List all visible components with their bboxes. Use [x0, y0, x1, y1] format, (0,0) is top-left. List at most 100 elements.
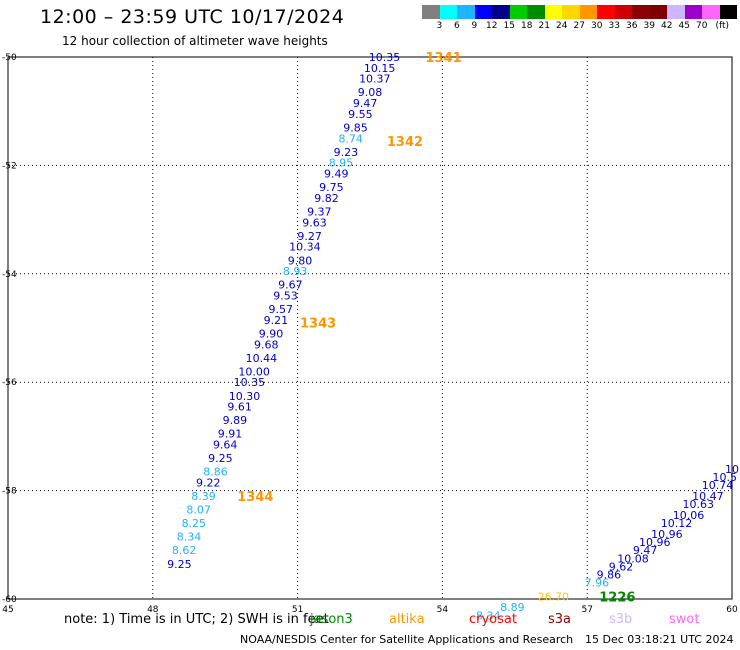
wave-height-label: 9.08 [358, 86, 383, 99]
wave-height-label: 8.95 [329, 157, 354, 170]
color-scale-label: 27 [573, 21, 585, 31]
color-scale-label: 3 [436, 21, 443, 31]
wave-height-label: 10.47 [692, 490, 724, 503]
credit-text: NOAA/NESDIS Center for Satellite Applica… [240, 633, 574, 646]
plot-frame [7, 56, 733, 600]
color-swatch-7 [544, 5, 562, 19]
grid-lines [8, 57, 732, 599]
wave-height-label: 9.91 [218, 428, 243, 441]
wave-height-label: 9.53 [273, 289, 298, 302]
wave-height-label: 8.34 [177, 531, 202, 544]
color-scale-label: 42 [661, 21, 673, 31]
color-swatch-11 [614, 5, 632, 19]
wave-height-label: 9.25 [167, 558, 192, 571]
wave-height-label: 9.64 [213, 439, 238, 452]
wave-height-label: 9.37 [307, 205, 332, 218]
satellite-jason3: jason3 [310, 612, 353, 627]
wave-height-label: 9.47 [353, 97, 378, 110]
pass-number-label: 1341 [426, 51, 462, 66]
color-scale-label: 30 [591, 21, 603, 31]
wave-height-label: 8.34 [476, 609, 501, 622]
y-tick-label: -56 [2, 378, 17, 388]
wave-height-label: 7.96 [585, 577, 610, 590]
wave-height-label: 9.68 [254, 338, 279, 351]
y-tick-label: -60 [2, 595, 17, 605]
wave-height-label: 9.49 [324, 168, 349, 181]
wave-height-label: 10.00 [238, 365, 270, 378]
x-tick-label: 57 [581, 605, 592, 615]
x-tick-label: 54 [437, 605, 449, 615]
pass-number-label: 1344 [237, 490, 273, 505]
color-scale-label: 6 [454, 21, 460, 31]
wave-height-label: 10.63 [682, 498, 714, 511]
satellite-cryosat: cryosat [469, 612, 517, 627]
wave-height-label: 10 [725, 463, 739, 476]
pass-number-label: 1342 [387, 135, 423, 150]
wave-height-label: 10.96 [639, 536, 671, 549]
color-scale-label: 21 [538, 21, 550, 31]
wave-height-label: 26.70 [538, 590, 570, 603]
x-tick-label: 51 [292, 605, 303, 615]
wave-height-label: 8.62 [172, 544, 197, 557]
wave-height-label: 9.86 [597, 569, 622, 582]
color-scale-label: 9 [471, 21, 478, 31]
color-swatch-1 [439, 5, 457, 19]
color-swatch-9 [579, 5, 597, 19]
y-tick-label: -54 [2, 270, 17, 280]
color-swatch-6 [527, 5, 545, 19]
y-tick-label: -50 [2, 53, 17, 63]
wave-height-label: 9.21 [264, 314, 289, 327]
color-swatch-17 [719, 5, 737, 19]
wave-height-label: 10.35 [234, 376, 266, 389]
x-tick-label: 45 [2, 605, 13, 615]
color-swatch-5 [509, 5, 527, 19]
data-points: 10.3510.1510.379.089.479.559.858.749.238… [167, 51, 739, 622]
chart-title: 12:00 – 23:59 UTC 10/17/2024 [40, 6, 345, 28]
color-swatch-16 [702, 5, 720, 19]
wave-height-label: 8.74 [338, 132, 363, 145]
wave-height-label: 9.57 [268, 303, 293, 316]
wave-height-label: 9.90 [259, 327, 284, 340]
wave-height-label: 10.06 [673, 509, 705, 522]
wave-height-label: 9.22 [196, 476, 221, 489]
wave-height-label: 10.15 [364, 62, 396, 75]
wave-height-label: 10.34 [289, 241, 321, 254]
wave-height-label: 10.30 [229, 390, 261, 403]
wave-height-label: 8.39 [191, 490, 216, 503]
wave-height-label: 8.93 [283, 265, 308, 278]
wave-height-label: 9.27 [297, 230, 322, 243]
color-scale-bar [422, 5, 737, 19]
wave-height-label: 8.89 [500, 601, 525, 614]
wave-height-label: 9.63 [302, 216, 327, 229]
pass-number-label: 1343 [300, 317, 336, 332]
color-scale-label: 24 [556, 21, 568, 31]
wave-height-label: 9.89 [223, 414, 248, 427]
color-scale-label: 33 [608, 21, 620, 31]
wave-height-label: 10.96 [651, 528, 683, 541]
color-swatch-10 [597, 5, 615, 19]
x-tick-label: 48 [147, 605, 159, 615]
timestamp-text: 15 Dec 03:18:21 UTC 2024 [585, 633, 734, 646]
wave-height-label: 10.37 [359, 73, 391, 86]
pass-number-label: 1226 [599, 590, 635, 605]
y-tick-label: -58 [2, 487, 17, 497]
wave-height-label: 9.67 [278, 279, 303, 292]
wave-height-label: 10.08 [617, 552, 649, 565]
wave-height-label: 9.47 [633, 544, 658, 557]
color-scale-label: 70 [696, 21, 708, 31]
color-swatch-13 [649, 5, 667, 19]
wave-height-label: 10.35 [369, 51, 401, 64]
wave-height-label: 8.25 [182, 517, 207, 530]
color-scale-label: 39 [643, 21, 655, 31]
wave-height-label: 9.55 [348, 108, 373, 121]
wave-height-label: 8.86 [203, 466, 228, 479]
chart-subtitle: 12 hour collection of altimeter wave hei… [62, 34, 328, 48]
color-swatch-0 [422, 5, 440, 19]
satellite-swot: swot [669, 612, 700, 627]
wave-height-label: 9.82 [314, 192, 339, 205]
satellite-s3a: s3a [548, 612, 572, 627]
color-swatch-2 [457, 5, 475, 19]
color-swatch-15 [684, 5, 702, 19]
wave-height-label: 10.44 [246, 352, 278, 365]
wave-height-label: 9.23 [334, 146, 359, 159]
